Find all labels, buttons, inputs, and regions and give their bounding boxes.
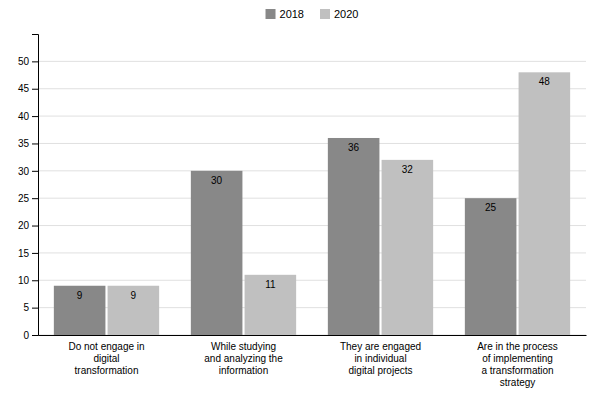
y-tick-label: 35 — [18, 138, 30, 149]
y-tick: 45 — [18, 83, 38, 94]
data-label: 48 — [539, 76, 551, 87]
bar — [382, 160, 434, 335]
grid-line — [38, 170, 586, 171]
data-label: 36 — [348, 142, 360, 153]
y-tick-label: 10 — [18, 275, 30, 286]
legend-label: 2018 — [280, 8, 304, 20]
x-tick-label-line: strategy — [500, 377, 536, 388]
data-label: 25 — [485, 202, 497, 213]
x-tick: Do not engage indigitaltransformation — [68, 335, 144, 376]
y-tick-label: 40 — [18, 111, 30, 122]
grid-line — [38, 116, 586, 117]
y-tick-label: 45 — [18, 83, 30, 94]
y-tick-label: 25 — [18, 193, 30, 204]
bar — [519, 72, 571, 335]
x-tick-label-line: Are in the process — [477, 341, 558, 352]
y-tick-mark — [32, 280, 38, 281]
y-tick-mark — [32, 198, 38, 199]
y-tick: 15 — [18, 248, 38, 259]
y-tick: 0 — [23, 330, 38, 341]
y-axis: 0 5 10 15 20 25 30 35 40 45 50 — [18, 35, 39, 341]
data-labels: 9 30 36 25 9 11 32 48 — [77, 76, 551, 300]
data-label: 30 — [211, 175, 223, 186]
legend-swatch — [320, 9, 330, 19]
bar-series — [108, 72, 571, 335]
y-tick-mark — [32, 335, 38, 336]
y-tick: 30 — [18, 166, 38, 177]
legend-label: 2020 — [334, 8, 358, 20]
x-tick-label-line: Do not engage in — [68, 341, 144, 352]
y-tick-label: 30 — [18, 166, 30, 177]
legend-item: 2020 — [320, 8, 358, 20]
data-label: 9 — [77, 290, 83, 301]
y-tick: 40 — [18, 111, 38, 122]
x-tick-label-line: transformation — [75, 365, 139, 376]
y-tick-label: 20 — [18, 220, 30, 231]
y-tick: 10 — [18, 275, 38, 286]
x-tick-label-line: information — [219, 365, 268, 376]
bar — [191, 171, 243, 335]
y-tick-mark — [32, 253, 38, 254]
y-tick-mark — [32, 61, 38, 62]
x-tick-label: Do not engage indigitaltransformation — [68, 341, 144, 376]
bar — [54, 286, 106, 335]
data-label: 9 — [131, 290, 137, 301]
y-tick: 5 — [23, 302, 38, 313]
data-label: 32 — [402, 164, 414, 175]
bar — [108, 286, 160, 335]
legend-swatch — [266, 9, 276, 19]
legend: 2018 2020 — [266, 8, 359, 20]
x-tick-label-line: and analyzing the — [204, 353, 283, 364]
chart-container: 05101520253035404550Do not engage indigi… — [0, 0, 598, 399]
grid-line — [38, 88, 586, 89]
x-tick-label-line: digital projects — [349, 365, 413, 376]
y-tick: 20 — [18, 220, 38, 231]
y-tick-mark — [32, 308, 38, 309]
x-tick-label-line: While studying — [211, 341, 276, 352]
y-tick-mark — [32, 89, 38, 90]
x-tick-label: While studyingand analyzing theinformati… — [204, 341, 283, 376]
bar-series — [54, 138, 517, 335]
legend-item: 2018 — [266, 8, 304, 20]
y-tick-label: 15 — [18, 248, 30, 259]
grid-line — [38, 61, 586, 62]
y-tick-mark — [32, 143, 38, 144]
y-tick-label: 5 — [23, 302, 29, 313]
y-tick: 35 — [18, 138, 38, 149]
bars — [54, 72, 570, 335]
x-tick: Are in the processof implementinga trans… — [477, 335, 558, 388]
y-tick-mark — [32, 116, 38, 117]
bar — [465, 198, 517, 335]
bar — [245, 275, 297, 335]
x-tick-label-line: of implementing — [482, 353, 553, 364]
y-tick-mark — [32, 171, 38, 172]
y-tick-label: 50 — [18, 56, 30, 67]
x-tick-label-line: a transformation — [481, 365, 553, 376]
y-tick: 25 — [18, 193, 38, 204]
plot-area: 05101520253035404550Do not engage indigi… — [18, 35, 587, 389]
data-label: 11 — [265, 279, 276, 290]
bar — [328, 138, 380, 335]
chart-svg: 05101520253035404550Do not engage indigi… — [0, 0, 598, 399]
x-tick-label: They are engagedin individualdigital pro… — [340, 341, 421, 376]
y-tick-label: 0 — [23, 330, 29, 341]
x-axis: Do not engage indigitaltransformation Whi… — [39, 335, 587, 388]
grid-line — [38, 143, 586, 144]
x-tick-label: Are in the processof implementinga trans… — [477, 341, 558, 388]
x-axis-line — [39, 335, 587, 336]
x-tick-label-line: They are engaged — [340, 341, 421, 352]
y-tick-mark — [32, 226, 38, 227]
x-tick: While studyingand analyzing theinformati… — [204, 335, 283, 376]
grid — [38, 61, 586, 335]
x-tick: They are engagedin individualdigital pro… — [340, 335, 421, 376]
x-tick-label-line: digital — [93, 353, 119, 364]
x-tick-label-line: in individual — [354, 353, 406, 364]
y-tick: 50 — [18, 56, 38, 67]
y-axis-line — [32, 35, 39, 336]
